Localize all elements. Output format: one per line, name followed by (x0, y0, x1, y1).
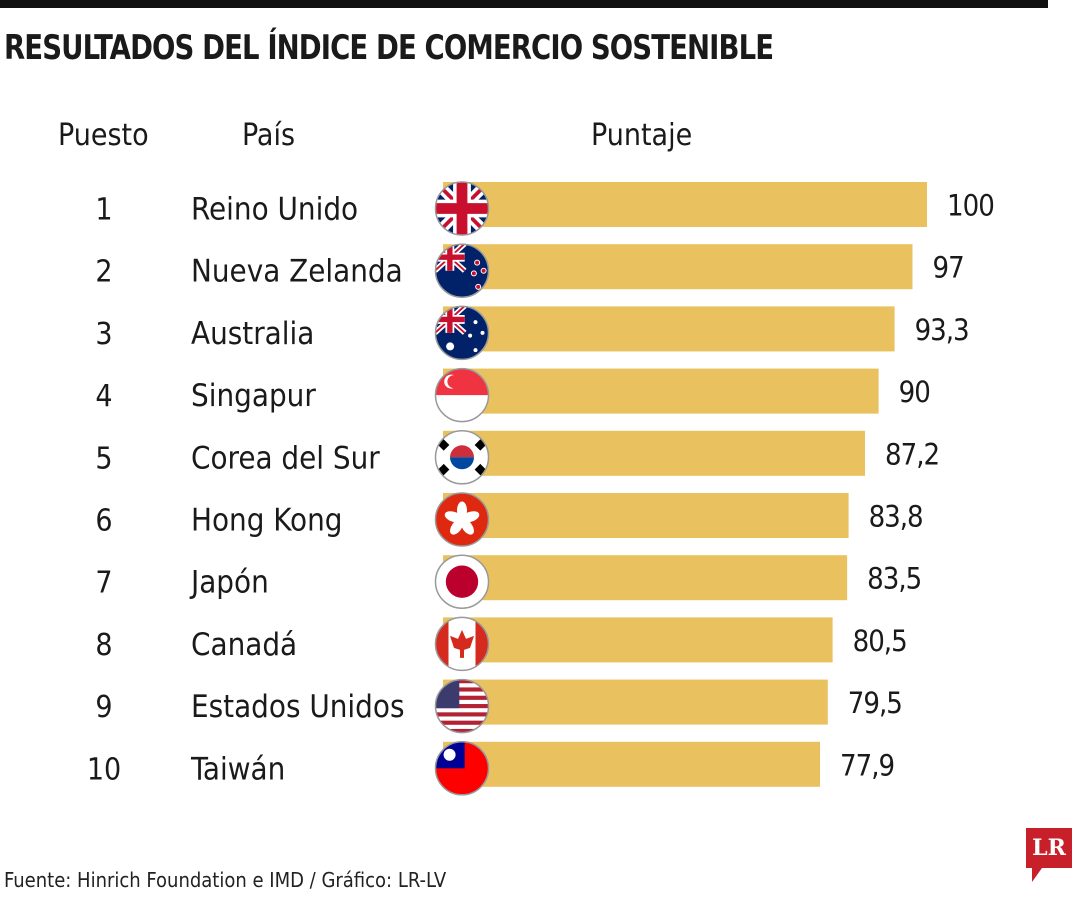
flag-hk-icon (435, 492, 489, 547)
country-label: Taiwán (190, 751, 285, 787)
bar (443, 244, 913, 290)
flag-border (434, 554, 490, 609)
header-score: Puntaje (591, 118, 693, 153)
bar (443, 493, 849, 538)
rank-label: 6 (95, 504, 112, 539)
bar (443, 306, 895, 352)
bar (443, 679, 828, 725)
value-label: 97 (932, 251, 963, 285)
rank-label: 2 (95, 255, 112, 290)
top-rule (0, 0, 1048, 8)
rank-label: 4 (95, 379, 112, 414)
flag-border (434, 492, 490, 547)
value-label: 83,5 (867, 562, 921, 596)
value-label: 80,5 (853, 624, 907, 658)
flag-border (434, 741, 490, 796)
country-label: Hong Kong (191, 503, 342, 539)
country-label: Estados Unidos (191, 689, 404, 725)
flag-border (434, 181, 490, 236)
value-label: 87,2 (885, 437, 939, 471)
country-label: Corea del Sur (191, 440, 380, 476)
rank-label: 3 (95, 317, 112, 352)
value-label: 93,3 (915, 313, 969, 347)
rank-label: 8 (95, 628, 112, 663)
flag-tw-icon (435, 741, 489, 796)
header-country: País (242, 118, 296, 153)
rank-label: 9 (95, 690, 112, 725)
source-footer: Fuente: Hinrich Foundation e IMD / Gráfi… (4, 868, 447, 892)
rank-label: 1 (95, 193, 112, 228)
bar (443, 368, 879, 414)
flag-border (434, 305, 490, 361)
country-label: Reino Unido (191, 192, 358, 228)
value-label: 83,8 (869, 500, 923, 534)
rank-label: 10 (87, 752, 121, 787)
bar (443, 182, 927, 227)
rank-label: 5 (95, 441, 112, 476)
value-label: 100 (947, 189, 994, 223)
flag-border (434, 367, 490, 423)
value-label: 90 (899, 375, 930, 409)
country-label: Canadá (191, 627, 297, 663)
value-label: 79,5 (848, 686, 902, 720)
country-label: Singapur (191, 378, 316, 414)
rank-label: 7 (95, 566, 112, 601)
flag-border (434, 243, 490, 298)
lr-logo: LR (1026, 828, 1072, 882)
value-label: 77,9 (840, 748, 894, 782)
flag-jp-icon (435, 554, 489, 609)
flag-border (434, 616, 490, 672)
bar (443, 430, 866, 476)
flag-border (434, 430, 490, 485)
flag-kr-icon (435, 430, 489, 485)
flag-uk-icon (435, 181, 489, 236)
flag-border (434, 678, 490, 734)
bar (443, 555, 848, 601)
header-rank: Puesto (58, 118, 149, 153)
bar (443, 741, 821, 787)
country-label: Australia (191, 316, 314, 352)
country-label: Nueva Zelanda (191, 254, 403, 290)
country-label: Japón (189, 565, 269, 601)
chart-title: RESULTADOS DEL ÍNDICE DE COMERCIO SOSTEN… (4, 28, 774, 68)
bar (443, 617, 833, 663)
flag-sg-icon (435, 368, 489, 423)
